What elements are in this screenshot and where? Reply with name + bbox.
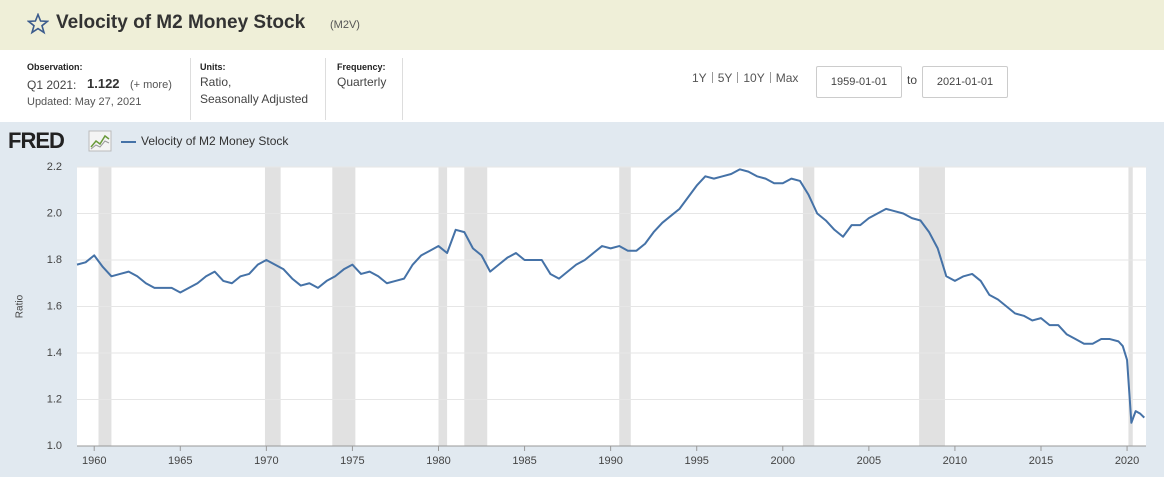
separator — [769, 72, 771, 83]
x-tick-label: 2020 — [1115, 455, 1139, 467]
units-label: Units: — [200, 62, 226, 72]
data-line — [76, 168, 1145, 424]
y-tick-label: 2.0 — [47, 207, 62, 219]
title: Velocity of M2 Money Stock — [56, 12, 306, 33]
observation-label: Observation: — [27, 62, 83, 72]
x-tick-label: 2000 — [771, 455, 795, 467]
y-tick-label: 1.8 — [47, 254, 62, 266]
y-tick-label: 2.2 — [47, 161, 62, 173]
more-link[interactable]: (+ more) — [130, 79, 172, 91]
x-tick-label: 1960 — [82, 455, 106, 467]
range-buttons: 1Y 5Y 10Y Max — [692, 71, 798, 85]
frequency-value: Quarterly — [337, 75, 387, 89]
x-tick-label: 1965 — [168, 455, 192, 467]
logo-icon — [88, 130, 112, 152]
series-id: (M2V) — [330, 19, 360, 31]
units-line: Ratio, — [200, 75, 232, 89]
x-tick-label: 1995 — [684, 455, 708, 467]
range-button[interactable]: Max — [775, 71, 799, 85]
chart-area: FRED Velocity of M2 Money Stock 1.0 1.2 1.4… — [0, 122, 1164, 477]
x-tick-label: 1990 — [598, 455, 622, 467]
x-tick-label: 2015 — [1029, 455, 1053, 467]
y-tick-label: 1.2 — [47, 393, 62, 405]
separator — [737, 72, 739, 83]
range-button[interactable]: 5Y — [717, 71, 733, 85]
fred-logo: FRED — [8, 128, 65, 153]
observation-period: Q1 2021: — [27, 78, 77, 92]
x-tick-label: 1985 — [512, 455, 536, 467]
to-label: to — [907, 73, 918, 87]
range-button[interactable]: 1Y — [692, 71, 707, 85]
x-tick-label: 1975 — [340, 455, 364, 467]
frequency-label: Frequency: — [337, 62, 386, 72]
end-date-input[interactable]: 2021-01-01 — [922, 66, 1008, 98]
x-tick-label: 1980 — [426, 455, 450, 467]
chart: Velocity of M2 Money Stock 1.0 1.2 1.4 1.6 1.… — [15, 134, 1146, 467]
legend-label: Velocity of M2 Money Stock — [141, 134, 289, 148]
x-tick-label: 2010 — [943, 455, 967, 467]
separator — [711, 72, 713, 83]
y-tick-label: 1.4 — [47, 347, 62, 359]
y-tick-label: 1.0 — [47, 440, 62, 452]
y-axis-label: Ratio — [15, 294, 26, 318]
divider — [190, 58, 191, 120]
favorite-star[interactable] — [27, 13, 49, 35]
x-tick-label: 1970 — [254, 455, 278, 467]
range-button[interactable]: 10Y — [743, 71, 765, 85]
divider — [402, 58, 403, 120]
divider — [325, 58, 326, 120]
units-line: Seasonally Adjusted — [200, 92, 309, 106]
header: Velocity of M2 Money Stock (M2V) — [0, 0, 1164, 50]
updated: Updated: May 27, 2021 — [27, 96, 142, 108]
start-date-input[interactable]: 1959-01-01 — [816, 66, 902, 98]
y-tick-label: 1.6 — [47, 300, 62, 312]
observation-value: 1.122 — [87, 76, 120, 91]
x-tick-label: 2005 — [857, 455, 881, 467]
